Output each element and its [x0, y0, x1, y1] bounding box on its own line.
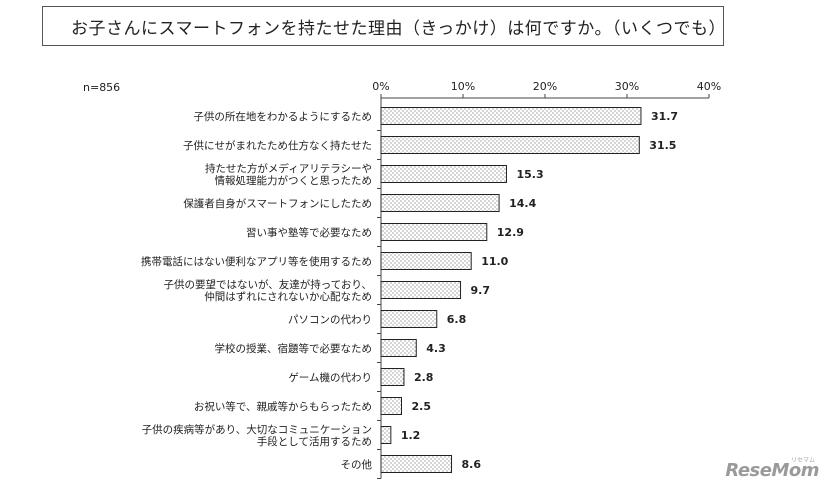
category-label: ゲーム機の代わり: [288, 371, 372, 384]
category-label: お祝い等で、親戚等からもらったため: [194, 400, 372, 413]
bar: [380, 426, 392, 444]
logo-text: ReseMom: [725, 460, 819, 481]
category-label: 子供にせがまれたため仕方なく持たせた: [183, 139, 372, 152]
category-label: 携帯電話にはない便利なアプリ等を使用するため: [141, 255, 372, 268]
category-label: 手段として活用するため: [257, 435, 372, 448]
bar-value-label: 9.7: [471, 284, 491, 297]
category-label: 情報処理能力がつくと思ったため: [215, 174, 373, 187]
x-tick-label: 0%: [372, 80, 389, 93]
bar: [380, 397, 402, 415]
x-tick-label: 40%: [697, 80, 721, 93]
bar: [380, 281, 462, 299]
bar-value-label: 14.4: [509, 197, 536, 210]
x-tick-label: 20%: [533, 80, 557, 93]
category-label: 学校の授業、宿題等で必要なため: [215, 342, 373, 355]
bar-value-label: 15.3: [516, 168, 543, 181]
bar-value-label: 2.5: [412, 400, 432, 413]
bar-value-label: 11.0: [481, 255, 508, 268]
bar-value-label: 2.8: [414, 371, 434, 384]
category-label: 子供の疾病等があり、大切なコミュニケーション: [142, 423, 372, 436]
bar: [380, 252, 472, 270]
bar: [380, 310, 438, 328]
bar-value-label: 31.7: [651, 110, 678, 123]
bar-value-label: 4.3: [426, 342, 446, 355]
category-label: パソコンの代わり: [288, 314, 372, 326]
category-label: 保護者自身がスマートフォンにしたため: [183, 197, 372, 210]
bar: [380, 223, 488, 241]
chart-title: お子さんにスマートフォンを持たせた理由（きっかけ）は何ですか。（いくつでも）: [42, 6, 724, 46]
category-label: 仲間はずれにされないか心配なため: [204, 290, 372, 303]
category-label: 子供の所在地をわかるようにするため: [193, 110, 372, 123]
bar-value-label: 6.8: [447, 313, 467, 326]
logo-subtext: リセマム: [790, 457, 815, 464]
category-label: 持たせた方がメディアリテラシーや: [205, 162, 372, 175]
bar: [380, 455, 453, 473]
x-tick-label: 10%: [451, 80, 475, 93]
bar: [380, 339, 417, 357]
bar-value-label: 8.6: [462, 458, 482, 471]
category-label: 子供の要望ではないが、友達が持っており、: [163, 278, 372, 291]
bar: [380, 136, 640, 154]
category-label: 習い事や塾等で必要なため: [246, 226, 372, 239]
bar-value-label: 1.2: [401, 429, 421, 442]
sample-size-label: n=856: [83, 81, 120, 94]
category-label: その他: [341, 458, 373, 471]
bar-value-label: 31.5: [649, 139, 676, 152]
bar: [380, 165, 507, 183]
x-tick-label: 30%: [615, 80, 639, 93]
resemom-logo: リセマム ReseMom: [721, 455, 827, 485]
bar: [380, 194, 500, 212]
bar: [380, 107, 642, 125]
bar: [380, 368, 405, 386]
bar-value-label: 12.9: [497, 226, 524, 239]
